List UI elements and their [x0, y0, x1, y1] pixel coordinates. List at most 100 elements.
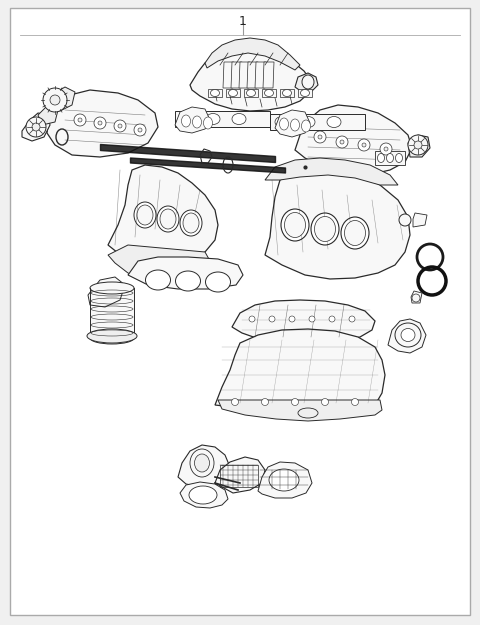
Polygon shape: [231, 62, 242, 88]
Text: 1: 1: [239, 15, 247, 28]
Polygon shape: [48, 87, 75, 111]
Polygon shape: [232, 300, 375, 344]
Polygon shape: [208, 89, 222, 97]
Ellipse shape: [395, 323, 421, 347]
Circle shape: [98, 121, 102, 125]
Polygon shape: [270, 114, 365, 130]
Polygon shape: [295, 105, 412, 175]
Polygon shape: [47, 90, 158, 157]
Polygon shape: [411, 291, 422, 303]
Bar: [90, 288, 134, 338]
Ellipse shape: [157, 206, 179, 232]
Ellipse shape: [281, 209, 309, 241]
Ellipse shape: [311, 213, 339, 245]
Circle shape: [408, 135, 428, 155]
Ellipse shape: [206, 114, 220, 124]
Circle shape: [78, 118, 82, 122]
Ellipse shape: [302, 75, 314, 89]
Ellipse shape: [232, 114, 246, 124]
Ellipse shape: [192, 116, 202, 128]
Polygon shape: [265, 158, 398, 185]
Circle shape: [329, 316, 335, 322]
Ellipse shape: [247, 89, 255, 96]
Polygon shape: [295, 73, 318, 92]
Ellipse shape: [180, 210, 202, 236]
Circle shape: [32, 123, 40, 131]
Ellipse shape: [228, 89, 238, 96]
Polygon shape: [218, 400, 382, 421]
Polygon shape: [223, 62, 234, 88]
Bar: [220, 465, 258, 487]
Circle shape: [380, 143, 392, 155]
Ellipse shape: [341, 217, 369, 249]
Ellipse shape: [314, 216, 336, 241]
Ellipse shape: [301, 116, 315, 128]
Ellipse shape: [137, 205, 153, 225]
Circle shape: [399, 214, 411, 226]
Ellipse shape: [160, 209, 176, 229]
Circle shape: [262, 399, 268, 406]
Polygon shape: [205, 38, 300, 70]
Circle shape: [362, 143, 366, 147]
Circle shape: [414, 141, 422, 149]
Circle shape: [26, 117, 46, 137]
Ellipse shape: [134, 202, 156, 228]
Ellipse shape: [194, 454, 209, 472]
Ellipse shape: [211, 89, 219, 96]
Polygon shape: [263, 62, 274, 88]
Ellipse shape: [298, 408, 318, 418]
Polygon shape: [413, 213, 427, 227]
Ellipse shape: [145, 270, 170, 290]
Circle shape: [351, 399, 359, 406]
Polygon shape: [22, 113, 50, 141]
Ellipse shape: [279, 118, 288, 130]
Polygon shape: [128, 257, 243, 289]
Ellipse shape: [205, 272, 230, 292]
Circle shape: [114, 120, 126, 132]
Ellipse shape: [189, 486, 217, 504]
Circle shape: [412, 294, 420, 302]
Circle shape: [291, 399, 299, 406]
Circle shape: [358, 139, 370, 151]
Ellipse shape: [301, 120, 311, 132]
Ellipse shape: [87, 329, 137, 343]
Circle shape: [384, 147, 388, 151]
Polygon shape: [190, 48, 312, 111]
Ellipse shape: [396, 154, 403, 162]
Circle shape: [74, 114, 86, 126]
Circle shape: [94, 117, 106, 129]
Circle shape: [314, 131, 326, 143]
Polygon shape: [108, 165, 218, 265]
Polygon shape: [215, 329, 385, 419]
Polygon shape: [175, 107, 210, 133]
Ellipse shape: [181, 115, 191, 127]
Ellipse shape: [90, 282, 134, 294]
Ellipse shape: [327, 116, 341, 128]
Polygon shape: [244, 89, 258, 97]
Ellipse shape: [180, 114, 194, 124]
Ellipse shape: [386, 154, 394, 162]
Circle shape: [349, 316, 355, 322]
Polygon shape: [175, 111, 270, 127]
Polygon shape: [88, 277, 125, 307]
Polygon shape: [258, 462, 312, 498]
Circle shape: [138, 128, 142, 132]
Polygon shape: [265, 169, 410, 279]
Polygon shape: [280, 89, 294, 97]
Polygon shape: [408, 135, 430, 157]
Ellipse shape: [300, 89, 310, 96]
Ellipse shape: [285, 213, 305, 238]
Polygon shape: [180, 482, 228, 508]
Ellipse shape: [269, 469, 299, 491]
Ellipse shape: [176, 271, 201, 291]
Polygon shape: [226, 89, 240, 97]
Circle shape: [231, 399, 239, 406]
Circle shape: [336, 136, 348, 148]
Polygon shape: [215, 457, 265, 493]
Circle shape: [269, 316, 275, 322]
Polygon shape: [262, 89, 276, 97]
Ellipse shape: [401, 329, 415, 341]
Ellipse shape: [283, 89, 291, 96]
Polygon shape: [298, 89, 312, 97]
Polygon shape: [255, 62, 266, 88]
